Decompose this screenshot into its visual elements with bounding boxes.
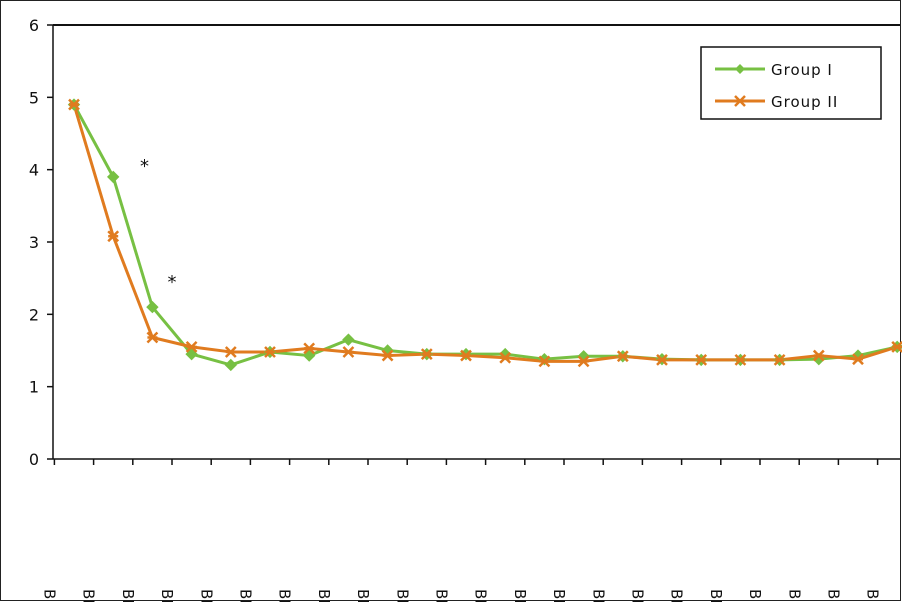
x-category-label: BN xyxy=(393,589,411,602)
x-category-label: BN xyxy=(589,589,607,602)
x-category-label: B xyxy=(746,589,764,599)
y-tick-label: 0 xyxy=(29,450,39,469)
data-point xyxy=(538,355,551,368)
x-category-label: BN xyxy=(433,589,451,602)
data-point xyxy=(891,340,903,353)
series-markers xyxy=(67,98,903,372)
x-category-label: BN xyxy=(354,589,372,602)
x-category-label: BM xyxy=(80,589,98,602)
data-point xyxy=(499,351,512,364)
annotations: ** xyxy=(140,156,176,293)
significance-marker: * xyxy=(168,272,177,293)
y-tick-label: 1 xyxy=(29,378,39,397)
x-category-label: BN xyxy=(276,589,294,602)
x-category-label: B xyxy=(785,589,803,599)
legend-marker xyxy=(735,64,745,74)
data-point xyxy=(852,353,864,366)
data-point xyxy=(577,355,590,368)
data-point xyxy=(264,346,276,358)
y-ticks: 0 1 2 3 4 5 6 xyxy=(29,16,53,469)
data-point xyxy=(146,331,159,344)
series-lines xyxy=(72,103,903,367)
x-category-label: BN xyxy=(472,589,490,602)
data-point xyxy=(106,170,120,184)
series-line-2 xyxy=(72,104,903,363)
data-point xyxy=(695,354,708,366)
y-tick-label: 5 xyxy=(29,88,39,107)
series-line-1 xyxy=(72,103,903,367)
data-point xyxy=(303,342,316,355)
data-point xyxy=(146,300,159,314)
legend-marker xyxy=(734,95,746,107)
data-point xyxy=(224,358,238,372)
x-category-label: BN xyxy=(237,589,255,602)
legend-label: Group II xyxy=(771,93,838,111)
legend: Group I Group II xyxy=(700,46,882,120)
y-tick-label: 2 xyxy=(29,305,39,324)
data-point xyxy=(656,354,668,366)
significance-marker: * xyxy=(140,156,149,177)
data-point xyxy=(812,349,825,362)
x-category-label: BN xyxy=(511,589,529,602)
x-category-label: B xyxy=(864,589,882,599)
legend-box xyxy=(700,46,882,120)
data-point xyxy=(616,350,629,363)
data-point xyxy=(224,346,237,358)
data-point xyxy=(342,333,355,346)
y-tick-label: 6 xyxy=(29,16,39,35)
x-category-label: BN xyxy=(158,589,176,602)
x-category-label: BI xyxy=(629,589,647,602)
x-category-label: BN xyxy=(315,589,333,602)
x-category-label: BI xyxy=(668,589,686,602)
x-category-label: BI xyxy=(707,589,725,602)
data-point xyxy=(773,354,786,366)
y-tick-label: 4 xyxy=(29,161,39,180)
legend-label: Group I xyxy=(771,61,833,79)
x-category-label: B xyxy=(825,589,843,599)
x-ticks: BBMBMBNBNBNBNBNBNBNBNBNBNBNBNBIBIBIBBBBB xyxy=(41,459,903,607)
x-category-label: BM xyxy=(119,589,137,602)
data-point xyxy=(734,354,747,366)
x-category-label: BN xyxy=(550,589,568,602)
data-point xyxy=(342,346,355,358)
data-point xyxy=(460,349,472,362)
x-category-label: BN xyxy=(197,589,215,602)
data-point xyxy=(381,349,394,362)
x-category-label: B xyxy=(41,589,59,599)
data-point xyxy=(68,98,80,111)
y-tick-label: 3 xyxy=(29,233,39,252)
data-point xyxy=(420,348,433,361)
data-point xyxy=(107,230,120,243)
data-point xyxy=(185,340,198,353)
